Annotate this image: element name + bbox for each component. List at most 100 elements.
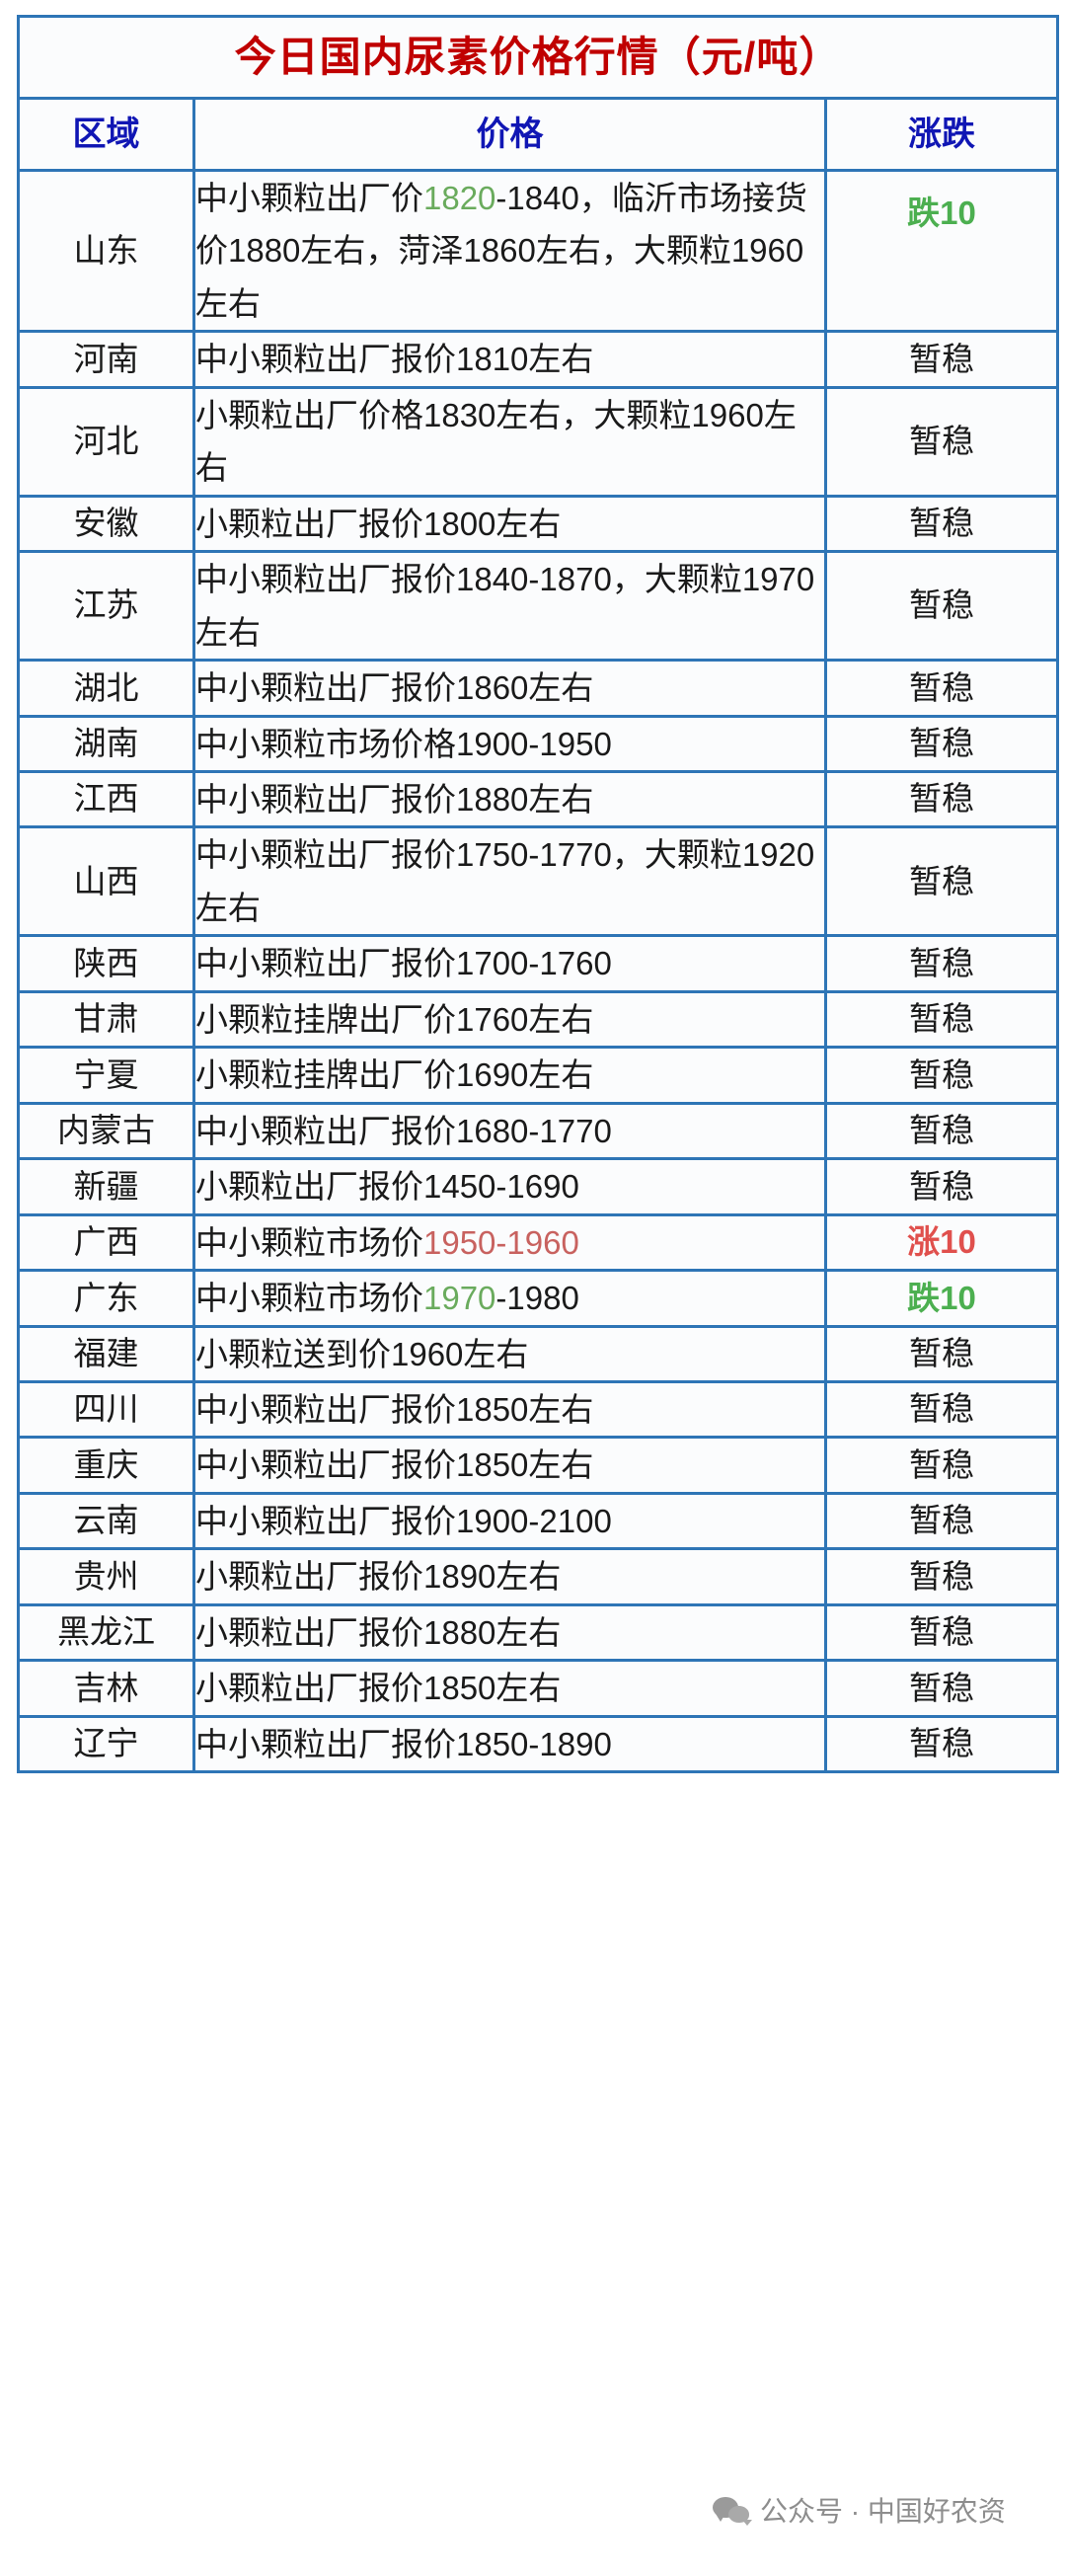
table-row: 福建 小颗粒送到价1960左右 暂稳 — [17, 1324, 1059, 1383]
table-row: 广西 中小颗粒市场价1950-1960 涨10 — [17, 1212, 1059, 1273]
price-segment: 1950-1960 — [423, 1223, 579, 1261]
change-cell: 暂稳 — [824, 934, 1059, 993]
table-row: 江苏 中小颗粒出厂报价1840-1870，大颗粒1970左右 暂稳 — [17, 550, 1059, 663]
change-badge: 跌10 — [907, 1279, 976, 1316]
table-row: 吉林 小颗粒出厂报价1850左右 暂稳 — [17, 1659, 1059, 1718]
price-segment: 中小颗粒出厂报价1860左右 — [195, 669, 594, 707]
price-segment: 中小颗粒市场价格1900-1950 — [195, 725, 612, 762]
region-cell: 安徽 — [17, 494, 195, 554]
region-cell: 贵州 — [17, 1547, 195, 1606]
change-badge: 暂稳 — [909, 1557, 974, 1595]
price-segment: 1970 — [423, 1280, 496, 1317]
change-cell: 暂稳 — [824, 1324, 1059, 1383]
change-cell: 暂稳 — [824, 385, 1059, 498]
change-badge: 暂稳 — [909, 1000, 974, 1038]
change-cell: 暂稳 — [824, 989, 1059, 1050]
price-cell: 小颗粒出厂报价1850左右 — [192, 1659, 827, 1718]
price-cell: 中小颗粒出厂报价1880左右 — [192, 769, 827, 829]
table-row: 湖南 中小颗粒市场价格1900-1950 暂稳 — [17, 714, 1059, 773]
price-segment: 小颗粒出厂报价1450-1690 — [195, 1168, 579, 1206]
change-cell: 暂稳 — [824, 1157, 1059, 1216]
table-row: 重庆 中小颗粒出厂报价1850左右 暂稳 — [17, 1436, 1059, 1495]
change-badge: 暂稳 — [909, 724, 974, 761]
price-cell: 小颗粒出厂报价1800左右 — [192, 494, 827, 554]
price-cell: 中小颗粒出厂报价1840-1870，大颗粒1970左右 — [192, 550, 827, 663]
price-cell: 小颗粒出厂报价1880左右 — [192, 1602, 827, 1663]
urea-price-table: 今日国内尿素价格行情（元/吨） 区域 价格 涨跌 山东 中小颗粒出厂价1820-1… — [17, 15, 1059, 1774]
region-cell: 河南 — [17, 330, 195, 389]
change-cell: 暂稳 — [824, 1101, 1059, 1161]
column-header-region: 区域 — [17, 97, 195, 172]
price-segment: 小颗粒出厂报价1850左右 — [195, 1670, 562, 1707]
region-cell: 宁夏 — [17, 1046, 195, 1105]
change-cell: 暂稳 — [824, 1602, 1059, 1663]
page-title: 今日国内尿素价格行情（元/吨） — [17, 15, 1059, 100]
price-segment: 中小颗粒出厂价 — [195, 180, 423, 216]
column-header-change: 涨跌 — [824, 97, 1059, 172]
region-cell: 广西 — [17, 1212, 195, 1273]
price-segment: 小颗粒出厂报价1890左右 — [195, 1558, 562, 1596]
table-row: 辽宁 中小颗粒出厂报价1850-1890 暂稳 — [17, 1714, 1059, 1774]
region-cell: 山西 — [17, 825, 195, 938]
price-segment: 中小颗粒出厂报价1840-1870，大颗粒1970左右 — [195, 561, 815, 651]
change-badge: 暂稳 — [909, 1112, 974, 1149]
change-cell: 暂稳 — [824, 330, 1059, 389]
change-badge: 暂稳 — [909, 1669, 974, 1706]
price-segment: -1980 — [495, 1280, 579, 1317]
price-segment: 中小颗粒出厂报价1850左右 — [195, 1446, 594, 1484]
change-cell: 跌10 — [824, 1269, 1059, 1328]
price-segment: 小颗粒送到价1960左右 — [195, 1335, 529, 1372]
region-cell: 广东 — [17, 1269, 195, 1328]
change-cell: 暂稳 — [824, 1659, 1059, 1718]
change-badge: 暂稳 — [909, 1334, 974, 1371]
region-cell: 山东 — [17, 168, 195, 334]
change-badge: 暂稳 — [909, 1445, 974, 1483]
price-cell: 中小颗粒出厂报价1750-1770，大颗粒1920左右 — [192, 825, 827, 938]
change-badge: 暂稳 — [909, 862, 974, 899]
price-segment: 中小颗粒出厂报价1750-1770，大颗粒1920左右 — [195, 836, 815, 926]
region-cell: 江西 — [17, 769, 195, 829]
watermark-text: 公众号 · 中国好农资 — [760, 2496, 1006, 2527]
region-cell: 湖南 — [17, 714, 195, 773]
table-row: 陕西 中小颗粒出厂报价1700-1760 暂稳 — [17, 934, 1059, 993]
region-cell: 四川 — [17, 1379, 195, 1440]
change-cell: 暂稳 — [824, 494, 1059, 554]
change-badge: 暂稳 — [909, 1390, 974, 1428]
change-badge: 暂稳 — [909, 780, 974, 818]
price-segment: 中小颗粒出厂报价1700-1760 — [195, 945, 612, 982]
table-row: 四川 中小颗粒出厂报价1850左右 暂稳 — [17, 1379, 1059, 1440]
region-cell: 吉林 — [17, 1659, 195, 1718]
region-cell: 重庆 — [17, 1436, 195, 1495]
price-segment: 小颗粒挂牌出厂价1760左右 — [195, 1000, 594, 1038]
change-badge: 暂稳 — [909, 1502, 974, 1539]
change-badge: 涨10 — [907, 1223, 976, 1261]
price-cell: 中小颗粒出厂报价1850-1890 — [192, 1714, 827, 1774]
change-cell: 暂稳 — [824, 1379, 1059, 1440]
region-cell: 湖北 — [17, 659, 195, 718]
price-cell: 中小颗粒出厂报价1810左右 — [192, 330, 827, 389]
change-cell: 暂稳 — [824, 1046, 1059, 1105]
column-header-price: 价格 — [192, 97, 827, 172]
change-badge: 暂稳 — [909, 944, 974, 981]
change-badge: 暂稳 — [909, 586, 974, 624]
change-badge: 暂稳 — [909, 1725, 974, 1762]
change-cell: 暂稳 — [824, 825, 1059, 938]
change-badge: 暂稳 — [909, 668, 974, 706]
table-row: 河南 中小颗粒出厂报价1810左右 暂稳 — [17, 330, 1059, 389]
table-row: 黑龙江 小颗粒出厂报价1880左右 暂稳 — [17, 1602, 1059, 1663]
change-badge: 暂稳 — [909, 1055, 974, 1093]
change-cell: 暂稳 — [824, 659, 1059, 718]
table-row: 云南 中小颗粒出厂报价1900-2100 暂稳 — [17, 1491, 1059, 1551]
price-cell: 小颗粒出厂报价1450-1690 — [192, 1157, 827, 1216]
price-segment: 中小颗粒出厂报价1850-1890 — [195, 1725, 612, 1762]
price-cell: 小颗粒出厂报价1890左右 — [192, 1547, 827, 1606]
price-cell: 中小颗粒市场价1970-1980 — [192, 1269, 827, 1328]
change-badge: 暂稳 — [909, 1613, 974, 1651]
change-cell: 暂稳 — [824, 769, 1059, 829]
region-cell: 陕西 — [17, 934, 195, 993]
table-row: 广东 中小颗粒市场价1970-1980 跌10 — [17, 1269, 1059, 1328]
price-cell: 小颗粒挂牌出厂价1760左右 — [192, 989, 827, 1050]
change-badge: 暂稳 — [909, 340, 974, 377]
region-cell: 新疆 — [17, 1157, 195, 1216]
